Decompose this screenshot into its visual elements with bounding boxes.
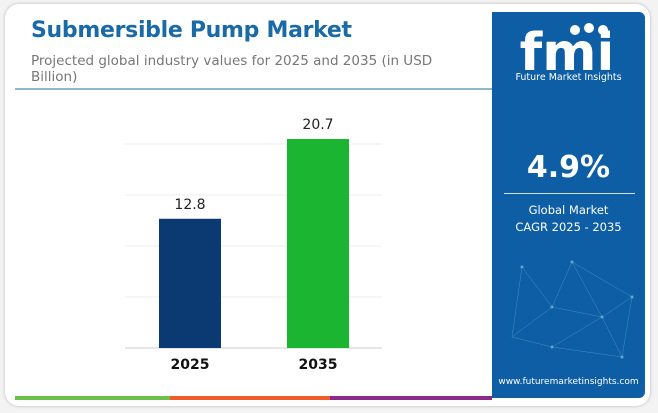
- cagr-panel: fmi Future Market Insights 4.9% Global M…: [492, 12, 645, 398]
- infographic-card: Submersible Pump Market Projected global…: [5, 4, 650, 406]
- cagr-label: Global Market CAGR 2025 - 2035: [492, 202, 645, 236]
- bar-2035: [287, 139, 349, 348]
- cagr-label-line1: Global Market: [528, 203, 609, 217]
- divider: [15, 88, 492, 90]
- x-tick-label: 2035: [299, 357, 338, 373]
- page-title: Submersible Pump Market: [31, 18, 352, 43]
- brand-name: Future Market Insights: [515, 72, 622, 83]
- data-label: 20.7: [302, 117, 333, 133]
- divider: [504, 193, 635, 194]
- cagr-label-line2: CAGR 2025 - 2035: [515, 220, 622, 234]
- cagr-value: 4.9%: [526, 150, 611, 185]
- color-strip-green: [15, 396, 170, 400]
- bar-2025: [159, 218, 221, 348]
- bar-chart: 12.8 2025 20.7 2035: [125, 117, 382, 373]
- subtitle: Projected global industry values for 202…: [31, 53, 433, 85]
- color-strip-purple: [330, 396, 492, 400]
- color-strip-orange: [170, 396, 330, 400]
- x-tick-label: 2025: [171, 357, 210, 373]
- network-graphic: [511, 260, 634, 359]
- data-label: 12.8: [174, 197, 205, 213]
- website-link[interactable]: www.futuremarketinsights.com: [498, 377, 639, 387]
- fmi-logo: fmi: [520, 23, 614, 75]
